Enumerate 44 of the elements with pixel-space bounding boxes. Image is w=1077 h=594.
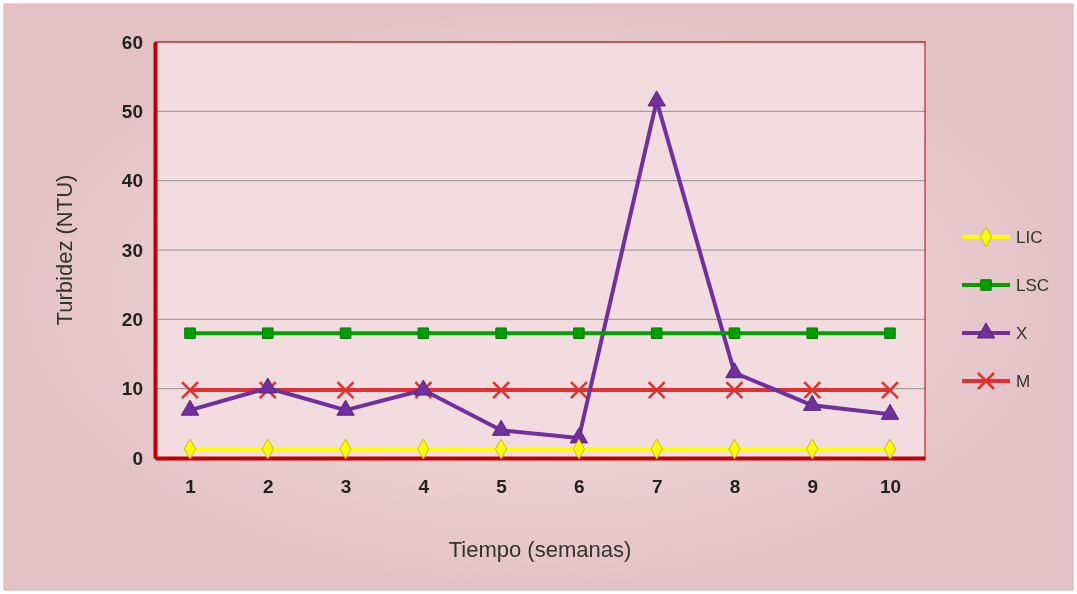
point [884, 327, 896, 339]
legend-label: LIC [1016, 228, 1043, 247]
y-tick-label: 60 [121, 31, 143, 53]
point [725, 380, 744, 400]
point [417, 327, 430, 339]
point [491, 380, 511, 400]
point [802, 380, 822, 400]
point [569, 380, 589, 400]
y-tick-label: 40 [121, 170, 143, 192]
point [258, 380, 278, 400]
y-tick-label: 50 [121, 100, 143, 122]
point [336, 380, 355, 400]
point [262, 327, 274, 339]
point [650, 327, 663, 339]
point [180, 380, 200, 400]
x-axis-title: Tiempo (semanas) [448, 537, 632, 562]
point [495, 327, 507, 339]
y-tick-label: 0 [132, 447, 143, 469]
x-tick-label: 9 [807, 476, 819, 498]
x-tick-label: 1 [185, 476, 197, 498]
x-tick-label: 3 [340, 476, 352, 498]
x-tick-label: 8 [729, 476, 741, 498]
point [573, 327, 585, 339]
x-tick-label: 2 [262, 476, 274, 498]
legend-label: LSC [1016, 276, 1050, 295]
point [647, 90, 666, 107]
point [880, 380, 900, 400]
x-tick-label: 10 [879, 476, 902, 498]
x-tick-label: 5 [496, 476, 508, 498]
x-tick-label: 4 [418, 476, 430, 498]
point [339, 327, 352, 339]
x-tick-label: 6 [574, 476, 585, 498]
y-tick-label: 30 [121, 239, 143, 261]
y-tick-label: 20 [121, 308, 143, 330]
x-tick-label: 7 [651, 476, 663, 498]
y-tick-label: 10 [121, 378, 143, 400]
point [184, 327, 196, 339]
point [806, 327, 818, 339]
point [728, 327, 741, 339]
point [647, 380, 666, 400]
legend-label: M [1016, 372, 1031, 391]
point [414, 380, 433, 400]
y-axis-title: Turbidez (NTU) [52, 174, 77, 326]
legend-label: X [1016, 324, 1028, 343]
